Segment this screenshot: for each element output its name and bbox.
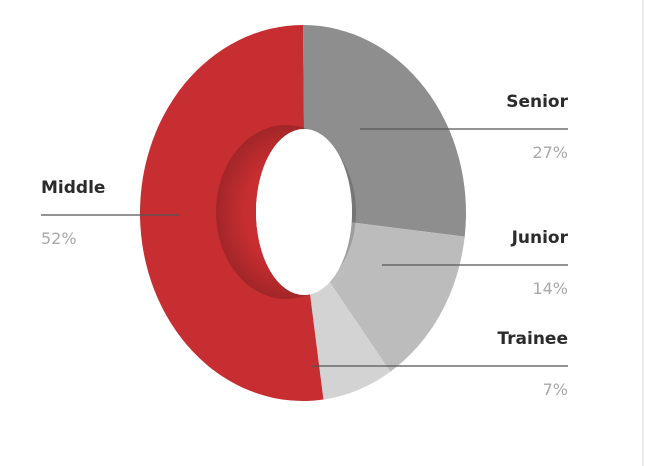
slice [303,25,466,237]
slice [329,222,465,372]
value-label: 7% [543,380,568,399]
value-label: 14% [532,279,568,298]
category-label: Middle [41,178,105,198]
value-label: 27% [532,143,568,162]
donut [140,25,466,401]
hole [256,129,352,295]
value-label: 52% [41,229,77,248]
labels: Senior 27% Junior 14% Trainee 7% Middle 52% [41,92,569,399]
category-label: Senior [506,92,568,112]
category-label: Trainee [497,329,568,349]
category-label: Junior [511,228,569,248]
slice [310,282,391,400]
